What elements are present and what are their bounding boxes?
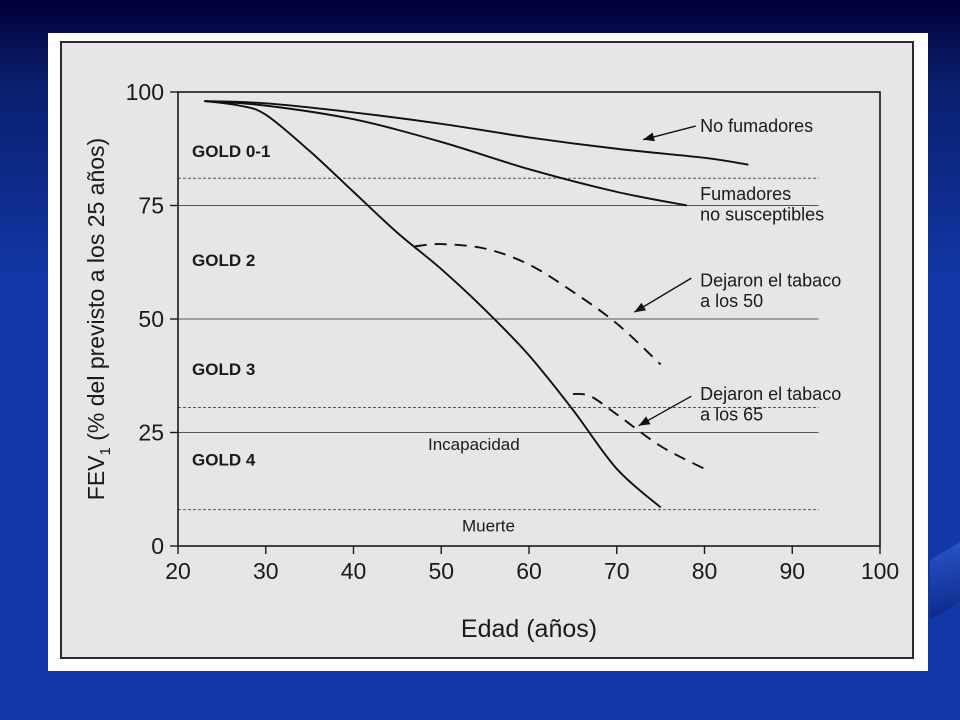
y-tick-label-0: 0 [151, 533, 164, 559]
y-tick-label-100: 100 [126, 79, 164, 105]
axes: 20 30 40 50 60 70 80 90 100 0 25 50 75 100 [126, 79, 900, 584]
y-axis-title-subscript: 1 [97, 447, 114, 455]
annotation-dejaron65-line1: Dejaron el tabaco [700, 384, 841, 404]
zone-label-gold-4: GOLD 4 [192, 451, 256, 470]
annotation-arrowhead-2 [634, 302, 647, 313]
zone-label-gold-0-1: GOLD 0-1 [192, 142, 270, 161]
x-tick-label-30: 30 [253, 558, 279, 584]
reference-lines [178, 177, 819, 511]
chart-panel: 20 30 40 50 60 70 80 90 100 0 25 50 75 100 GOLD 0-1 G… [60, 41, 914, 659]
y-axis-title: FEV1 (% del previsto a los 25 años) [83, 138, 114, 500]
y-axis-title-rest: (% del previsto a los 25 años) [83, 138, 109, 447]
y-tick-label-25: 25 [138, 420, 164, 446]
x-axis-title: Edad (años) [461, 615, 597, 643]
annotation-dejaron50-line2: a los 50 [700, 291, 763, 311]
annotation-dejaron50-line1: Dejaron el tabaco [700, 270, 841, 290]
zone-label-gold-2: GOLD 2 [192, 251, 255, 270]
series-lines [204, 100, 749, 509]
x-tick-label-60: 60 [516, 558, 542, 584]
x-tick-label-90: 90 [779, 558, 805, 584]
annotation-arrowhead-0 [643, 132, 655, 142]
series-line-2 [204, 100, 662, 509]
series-line-1 [204, 100, 688, 207]
annotation-no-fumadores: No fumadores [700, 116, 813, 136]
zone-label-gold-3: GOLD 3 [192, 360, 255, 379]
x-tick-label-80: 80 [692, 558, 718, 584]
annotation-fumadores-line1: Fumadores [700, 184, 791, 204]
series-line-0 [204, 100, 749, 166]
x-tick-label-20: 20 [165, 558, 191, 584]
annotation-arrow-line-2 [633, 277, 692, 313]
x-tick-label-40: 40 [341, 558, 367, 584]
annotation-dejaron65-line2: a los 65 [700, 404, 763, 424]
incapacidad-label: Incapacidad [428, 435, 520, 454]
labels: GOLD 0-1 GOLD 2 GOLD 3 GOLD 4 Incapacida… [83, 116, 841, 643]
y-axis-title-main: FEV [83, 455, 109, 500]
x-tick-label-100: 100 [861, 558, 899, 584]
series-line-4 [572, 392, 705, 470]
annotation-arrowhead-3 [638, 416, 651, 426]
muerte-label: Muerte [462, 517, 515, 536]
fev1-chart: 20 30 40 50 60 70 80 90 100 0 25 50 75 100 GOLD 0-1 G… [83, 79, 900, 643]
x-tick-label-70: 70 [604, 558, 630, 584]
y-tick-label-50: 50 [138, 306, 164, 332]
annotation-fumadores-line2: no susceptibles [700, 205, 824, 225]
series-line-3 [414, 243, 662, 366]
slide-frame: 20 30 40 50 60 70 80 90 100 0 25 50 75 100 GOLD 0-1 G… [48, 33, 928, 671]
y-tick-label-75: 75 [138, 193, 164, 219]
x-tick-label-50: 50 [428, 558, 454, 584]
decorative-swoosh [930, 536, 960, 620]
